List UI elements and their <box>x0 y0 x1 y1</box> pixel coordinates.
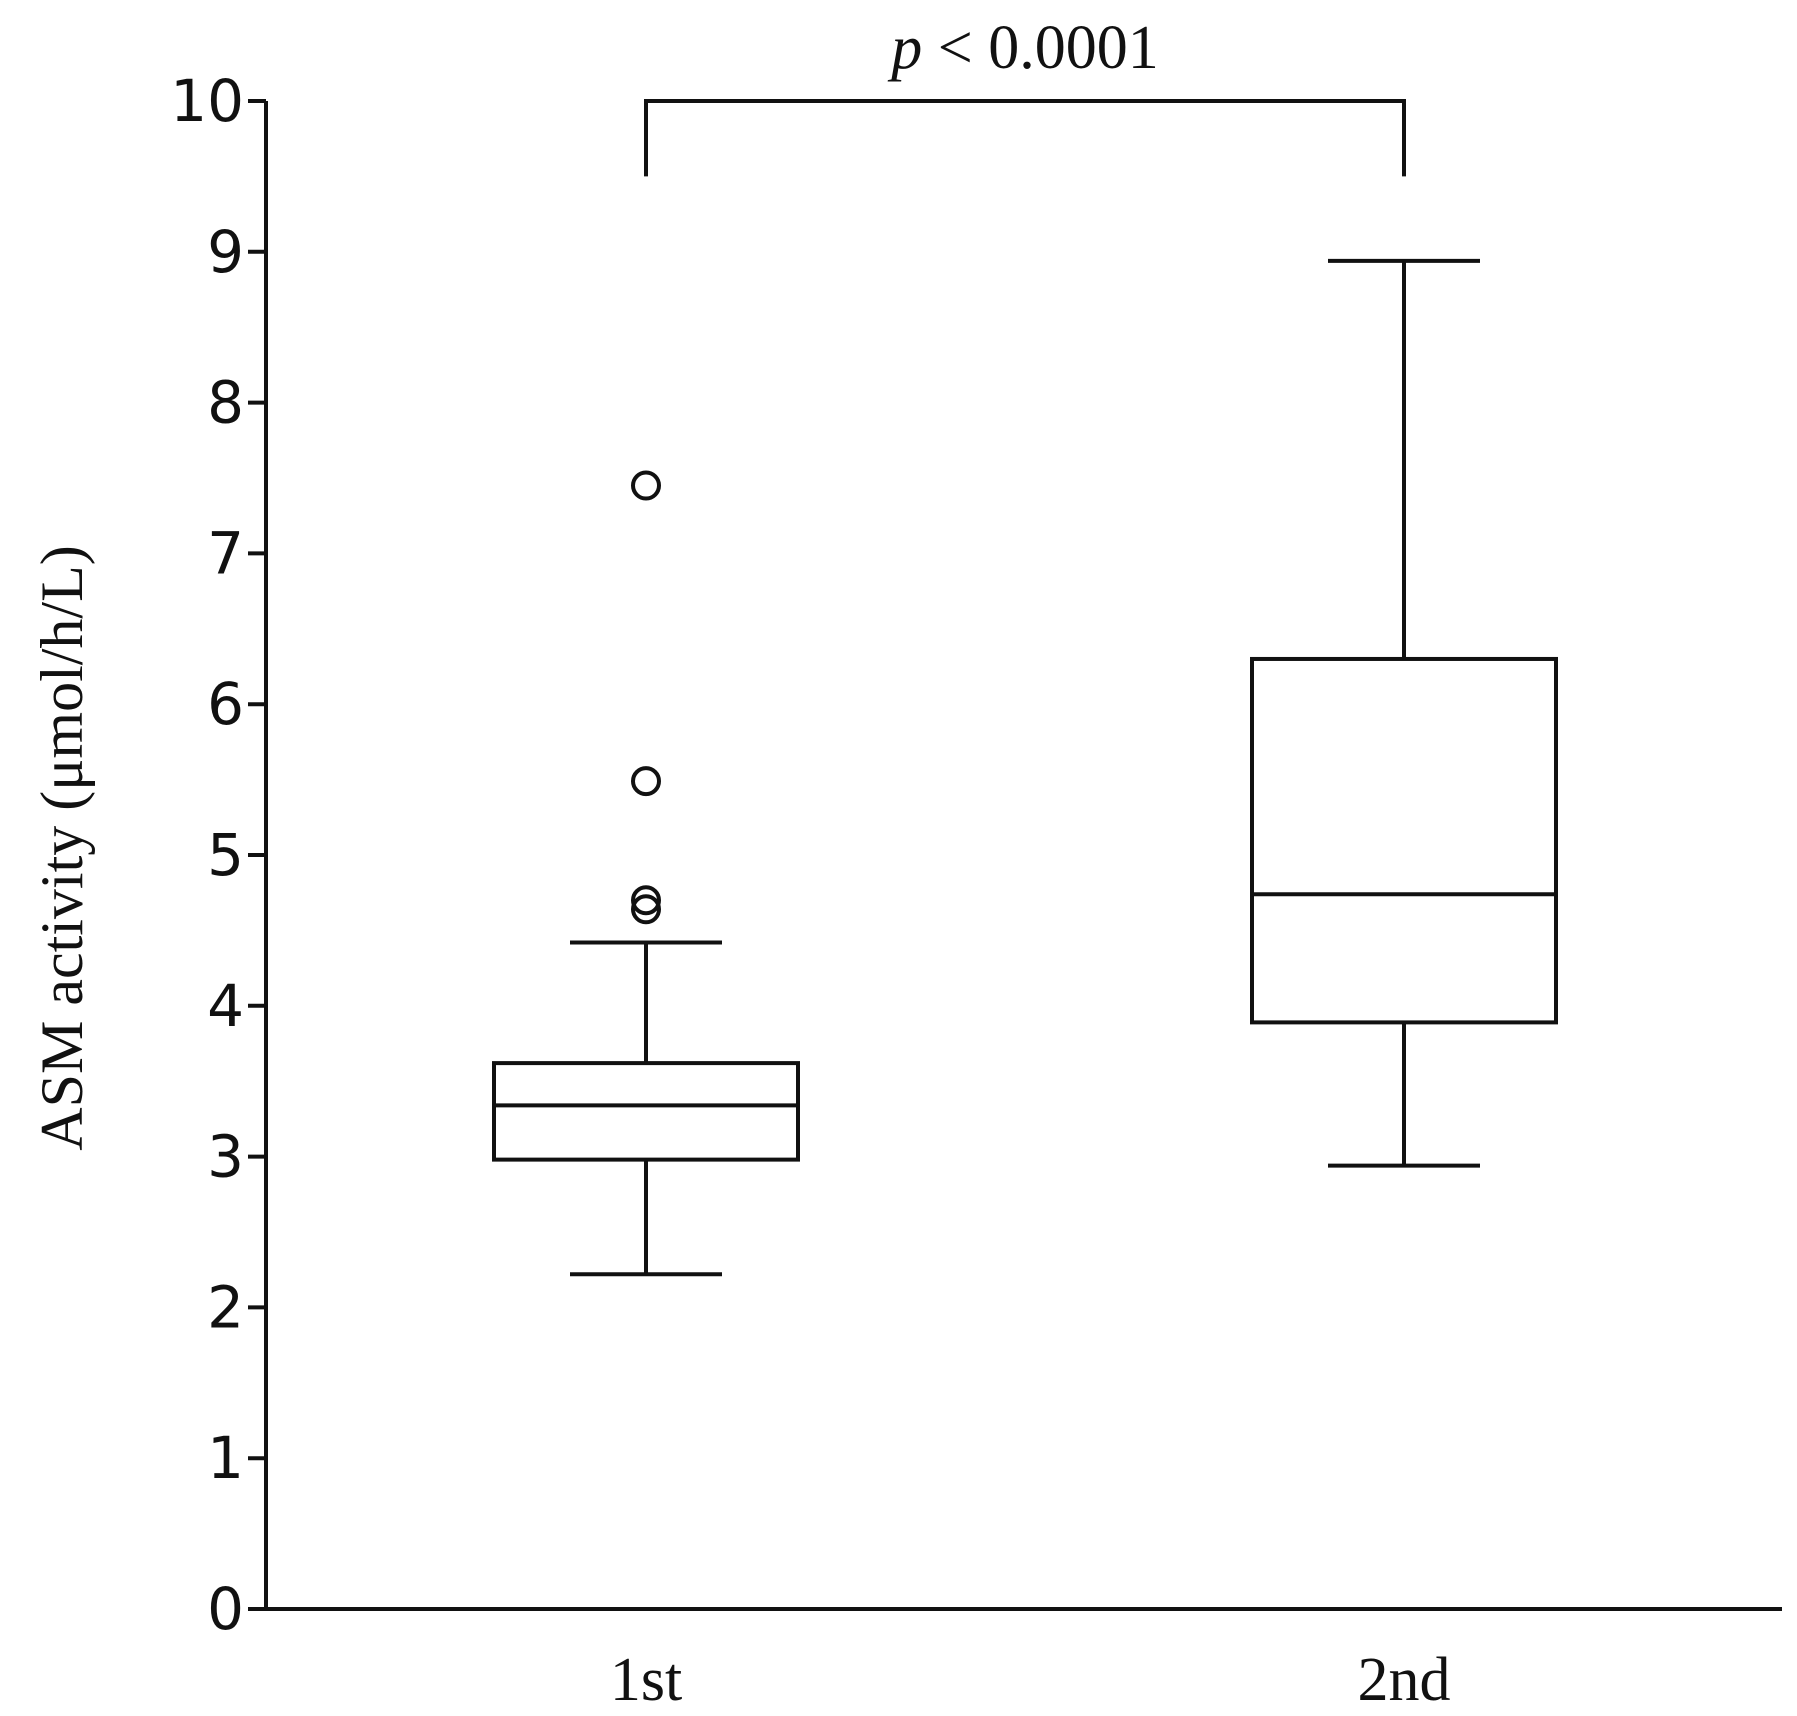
p-symbol: p <box>887 14 922 82</box>
interquartile-box <box>492 1061 800 1162</box>
y-tick-label: 3 <box>207 1123 244 1191</box>
box-1 <box>492 470 800 1277</box>
y-tick-label: 9 <box>207 218 244 286</box>
outlier-point <box>631 885 661 916</box>
box-2 <box>1250 258 1558 1168</box>
y-tick-label: 5 <box>207 821 244 889</box>
outlier-point <box>631 894 661 925</box>
significance-bracket <box>644 99 1406 177</box>
significance-annotation: p < 0.0001 <box>644 14 1406 177</box>
outlier-point <box>631 766 661 797</box>
y-axis: 0 1 2 3 4 5 6 7 8 9 10 <box>170 67 268 1643</box>
box-plots <box>492 258 1558 1277</box>
outlier-point <box>631 470 661 501</box>
y-tick-label: 4 <box>207 972 244 1040</box>
y-tick-label: 10 <box>170 67 244 135</box>
x-axis: 1st 2nd <box>266 1607 1782 1714</box>
y-tick-label: 8 <box>207 369 244 437</box>
y-tick-label: 6 <box>207 670 244 738</box>
significance-label: p < 0.0001 <box>887 14 1158 82</box>
y-tick-label: 1 <box>207 1424 244 1492</box>
x-category-label: 1st <box>610 1646 682 1714</box>
x-category-label: 2nd <box>1358 1646 1451 1714</box>
interquartile-box <box>1250 656 1558 1025</box>
y-tick-label: 7 <box>207 519 244 587</box>
y-tick-label: 0 <box>207 1575 244 1643</box>
p-value-text: < 0.0001 <box>922 14 1158 82</box>
y-axis-title: ASM activity (μmol/h/L) <box>29 545 95 1150</box>
y-tick-label: 2 <box>207 1273 244 1341</box>
